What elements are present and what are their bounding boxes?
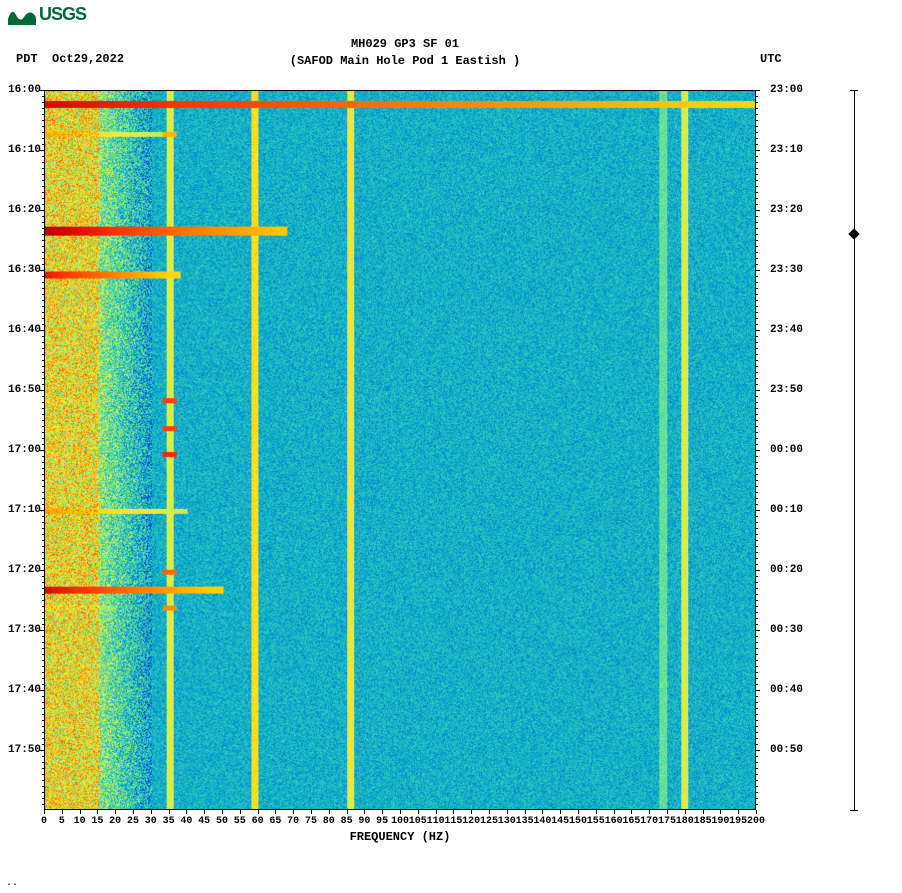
- ytick-left: 17:30: [8, 624, 41, 636]
- pdt-label: PDT Oct29,2022: [16, 52, 124, 66]
- xtick: 195: [729, 816, 747, 827]
- xtick: 15: [91, 816, 103, 827]
- xtick: 60: [252, 816, 264, 827]
- ytick-left: 17:40: [8, 684, 41, 696]
- ytick-right: 00:40: [770, 684, 803, 696]
- ytick-left: 16:10: [8, 144, 41, 156]
- xtick: 100: [391, 816, 409, 827]
- ytick-left: 17:10: [8, 504, 41, 516]
- xtick: 55: [234, 816, 246, 827]
- xtick: 75: [305, 816, 317, 827]
- xtick: 95: [376, 816, 388, 827]
- utc-label: UTC: [760, 52, 782, 66]
- xtick: 120: [462, 816, 480, 827]
- xtick: 50: [216, 816, 228, 827]
- xtick: 180: [676, 816, 694, 827]
- xtick: 90: [358, 816, 370, 827]
- xtick: 190: [711, 816, 729, 827]
- xtick: 35: [163, 816, 175, 827]
- xtick: 5: [59, 816, 65, 827]
- ytick-left: 16:40: [8, 324, 41, 336]
- ytick-right: 00:50: [770, 744, 803, 756]
- xtick: 175: [658, 816, 676, 827]
- xtick: 25: [127, 816, 139, 827]
- ytick-right: 23:10: [770, 144, 803, 156]
- xtick: 45: [198, 816, 210, 827]
- xtick: 140: [533, 816, 551, 827]
- xtick: 30: [145, 816, 157, 827]
- xtick: 65: [269, 816, 281, 827]
- xtick: 170: [640, 816, 658, 827]
- usgs-logo: USGS: [8, 4, 86, 25]
- xtick: 0: [41, 816, 47, 827]
- ytick-left: 16:50: [8, 384, 41, 396]
- ytick-right: 23:30: [770, 264, 803, 276]
- xtick: 40: [180, 816, 192, 827]
- ytick-right: 00:20: [770, 564, 803, 576]
- xtick: 165: [622, 816, 640, 827]
- logo-text: USGS: [39, 4, 86, 25]
- xtick: 115: [444, 816, 462, 827]
- ytick-left: 16:30: [8, 264, 41, 276]
- xtick: 150: [569, 816, 587, 827]
- xtick: 185: [694, 816, 712, 827]
- xtick: 110: [427, 816, 445, 827]
- ytick-left: 17:00: [8, 444, 41, 456]
- chart-title: MH029 GP3 SF 01: [0, 36, 810, 53]
- ytick-left: 16:00: [8, 84, 41, 96]
- xtick: 20: [109, 816, 121, 827]
- ytick-left: 16:20: [8, 204, 41, 216]
- ytick-right: 23:40: [770, 324, 803, 336]
- ytick-left: 17:50: [8, 744, 41, 756]
- xtick: 85: [341, 816, 353, 827]
- xtick: 160: [605, 816, 623, 827]
- xtick: 105: [409, 816, 427, 827]
- ytick-right: 23:20: [770, 204, 803, 216]
- xtick: 70: [287, 816, 299, 827]
- xtick: 125: [480, 816, 498, 827]
- ytick-right: 00:00: [770, 444, 803, 456]
- xtick: 10: [74, 816, 86, 827]
- xtick: 135: [516, 816, 534, 827]
- spectrogram-canvas: [45, 91, 755, 809]
- footnote-mark: ..: [6, 878, 18, 889]
- xtick: 80: [323, 816, 335, 827]
- xtick: 130: [498, 816, 516, 827]
- ytick-right: 00:10: [770, 504, 803, 516]
- side-scale-line: [854, 90, 855, 810]
- ytick-right: 23:00: [770, 84, 803, 96]
- wave-icon: [8, 5, 36, 25]
- xtick: 200: [747, 816, 765, 827]
- x-axis-label: FREQUENCY (HZ): [44, 830, 756, 844]
- ytick-left: 17:20: [8, 564, 41, 576]
- ytick-right: 00:30: [770, 624, 803, 636]
- spectrogram-plot: [44, 90, 756, 810]
- xtick: 155: [587, 816, 605, 827]
- xtick: 145: [551, 816, 569, 827]
- ytick-right: 23:50: [770, 384, 803, 396]
